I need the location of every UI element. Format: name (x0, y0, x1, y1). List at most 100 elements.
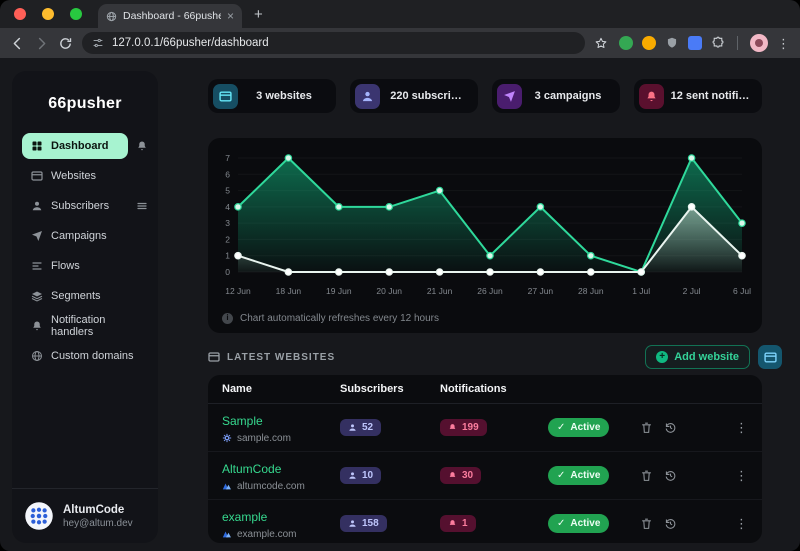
globe-icon (31, 350, 43, 362)
forward-icon[interactable] (34, 36, 49, 51)
svg-text:26 Jun: 26 Jun (477, 286, 503, 296)
subscribers-count: 10 (362, 470, 374, 481)
menu-lines-icon[interactable] (136, 200, 148, 212)
stat-card-subscribers[interactable]: 220 subscri… (350, 79, 478, 113)
extension-green-icon[interactable] (619, 36, 633, 50)
address-bar[interactable]: 127.0.0.1/66pusher/dashboard (82, 32, 585, 54)
subscribers-count: 158 (362, 518, 379, 529)
sidebar-item-campaigns[interactable]: Campaigns (22, 223, 148, 249)
close-window-button[interactable] (14, 8, 26, 20)
websites-list-button[interactable] (758, 345, 782, 369)
add-website-button[interactable]: + Add website (645, 345, 750, 369)
row-menu-icon[interactable]: ⋮ (735, 420, 748, 435)
sidebar-item-label: Segments (51, 290, 101, 302)
plus-icon: + (656, 351, 669, 363)
back-icon[interactable] (10, 36, 25, 51)
paper-plane-icon (497, 83, 522, 109)
minimize-window-button[interactable] (42, 8, 54, 20)
svg-text:1 Jul: 1 Jul (632, 286, 650, 296)
sidebar-link-subscribers[interactable]: Subscribers (22, 193, 128, 219)
sidebar-item-label: Campaigns (51, 230, 107, 242)
tab-close-icon[interactable]: × (226, 9, 234, 23)
stat-card-campaigns[interactable]: 3 campaigns (492, 79, 620, 113)
bell-icon (31, 320, 43, 332)
history-icon[interactable] (664, 421, 677, 434)
svg-text:2: 2 (225, 234, 230, 244)
row-actions (640, 421, 704, 434)
site-domain-text: altumcode.com (237, 480, 305, 492)
sidebar-item-label: Dashboard (51, 140, 109, 152)
extension-shield-icon[interactable] (665, 36, 679, 50)
stats-row: 3 websites 220 subscri… 3 campaigns 12 s… (208, 79, 762, 113)
sidebar-link-notification-handlers[interactable]: Notification handlers (22, 313, 148, 339)
stat-label: 220 subscri… (390, 90, 462, 102)
svg-text:12 Jun: 12 Jun (225, 286, 251, 296)
extension-blue-icon[interactable] (688, 36, 702, 50)
svg-text:28 Jun: 28 Jun (578, 286, 604, 296)
check-icon: ✓ (557, 422, 566, 433)
sidebar: 66pusher Dashboard Websites (12, 71, 158, 543)
svg-text:4: 4 (225, 202, 230, 212)
row-menu-icon[interactable]: ⋮ (735, 468, 748, 483)
url-text[interactable]: 127.0.0.1/66pusher/dashboard (112, 37, 269, 49)
maximize-window-button[interactable] (70, 8, 82, 20)
websites-table: Name Subscribers Notifications Sample sa… (208, 375, 762, 543)
sidebar-link-flows[interactable]: Flows (22, 253, 148, 279)
site-cell: AltumCode altumcode.com (222, 460, 340, 492)
check-icon: ✓ (557, 470, 566, 481)
sidebar-item-custom-domains[interactable]: Custom domains (22, 343, 148, 369)
sidebar-item-segments[interactable]: Segments (22, 283, 148, 309)
mountain-favicon-icon (222, 483, 231, 490)
trash-icon[interactable] (640, 421, 653, 434)
sidebar-item-notification-handlers[interactable]: Notification handlers (22, 313, 148, 339)
site-settings-icon[interactable] (92, 37, 104, 49)
sidebar-link-segments[interactable]: Segments (22, 283, 148, 309)
window-controls[interactable] (14, 0, 82, 28)
site-cell: example example.com (222, 508, 340, 540)
profile-avatar[interactable] (750, 34, 768, 52)
trash-icon[interactable] (640, 469, 653, 482)
sidebar-item-flows[interactable]: Flows (22, 253, 148, 279)
browser-icon (208, 352, 220, 362)
extensions-puzzle-icon[interactable] (711, 36, 725, 50)
sidebar-link-dashboard[interactable]: Dashboard (22, 133, 128, 159)
site-name-link[interactable]: Sample (222, 413, 263, 428)
stat-card-sent-notifications[interactable]: 12 sent notifi… (634, 79, 762, 113)
sidebar-link-campaigns[interactable]: Campaigns (22, 223, 148, 249)
user-icon (355, 83, 380, 109)
list-icon (31, 260, 43, 272)
bell-icon[interactable] (136, 140, 148, 152)
svg-text:27 Jun: 27 Jun (528, 286, 554, 296)
user-icon (31, 200, 43, 212)
stat-label: 12 sent notifi… (670, 90, 750, 102)
notifications-count: 1 (462, 518, 468, 529)
sidebar-link-websites[interactable]: Websites (22, 163, 148, 189)
stat-card-websites[interactable]: 3 websites (208, 79, 336, 113)
sidebar-item-dashboard[interactable]: Dashboard (22, 133, 148, 159)
user-avatar (25, 502, 53, 530)
history-icon[interactable] (664, 469, 677, 482)
svg-text:5: 5 (225, 186, 230, 196)
row-menu-icon[interactable]: ⋮ (735, 516, 748, 531)
extension-orange-icon[interactable] (642, 36, 656, 50)
user-card[interactable]: AltumCode hey@altum.dev (12, 488, 158, 543)
sidebar-item-websites[interactable]: Websites (22, 163, 148, 189)
browser-tab[interactable]: Dashboard - 66pusher × (98, 4, 242, 28)
column-header-name: Name (222, 383, 252, 395)
sidebar-link-custom-domains[interactable]: Custom domains (22, 343, 148, 369)
site-name-link[interactable]: example (222, 509, 268, 524)
site-name-link[interactable]: AltumCode (222, 461, 282, 476)
site-domain: altumcode.com (222, 481, 340, 492)
trash-icon[interactable] (640, 517, 653, 530)
browser-menu-icon[interactable]: ⋮ (777, 35, 790, 51)
site-cell: Sample sample.com (222, 412, 340, 444)
sidebar-item-subscribers[interactable]: Subscribers (22, 193, 148, 219)
globe-favicon-icon (106, 11, 117, 21)
svg-text:3: 3 (225, 218, 230, 228)
history-icon[interactable] (664, 517, 677, 530)
reload-icon[interactable] (58, 36, 73, 51)
status-badge: ✓ Active (548, 418, 610, 437)
new-tab-button[interactable]: + (254, 5, 263, 23)
bookmark-star-icon[interactable] (594, 36, 608, 50)
